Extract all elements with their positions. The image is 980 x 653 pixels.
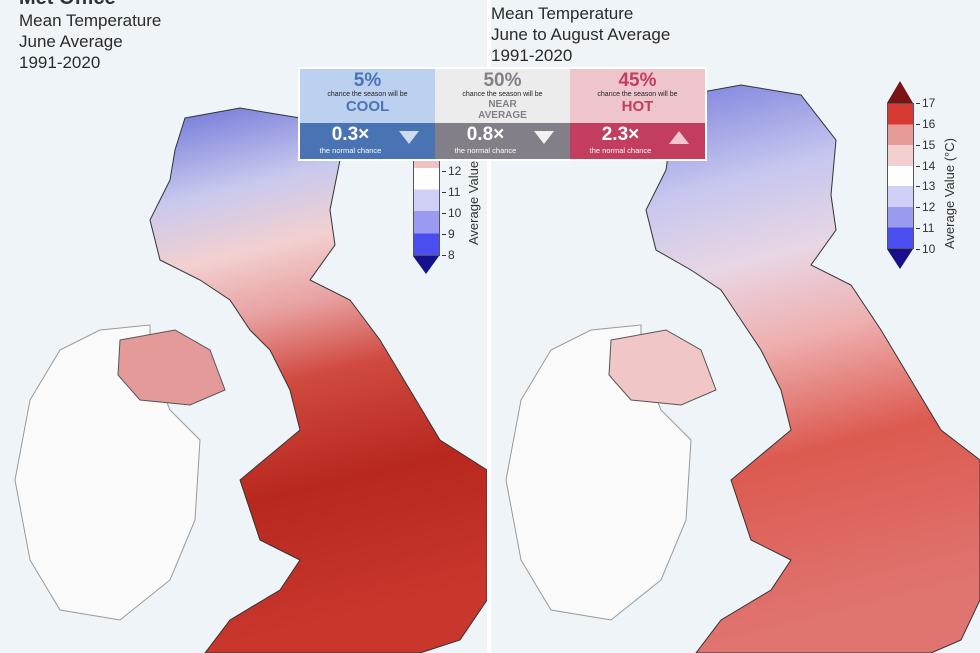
great-britain: [645, 84, 980, 653]
legend-tick: 10: [441, 206, 462, 220]
seasonal-forecast-panel: 5% chance the season will be COOL 0.3× t…: [298, 67, 707, 161]
title-line: June Average: [19, 32, 123, 51]
hot-label: HOT: [621, 98, 654, 115]
june-map-title: Mean Temperature June Average 1991-2020: [19, 10, 161, 73]
summer-map-title: Mean Temperature June to August Average …: [491, 3, 670, 66]
legend-tick: 12: [441, 164, 462, 178]
legend-tick: 11: [915, 221, 935, 235]
cool-multiplier: 0.3×: [331, 124, 370, 145]
near-average-label: NEAR: [488, 99, 517, 110]
forecast-near-average: 50% chance the season will be NEAR AVERA…: [435, 69, 570, 159]
legend-tick: 12: [915, 200, 936, 214]
legend-tick: 9: [442, 227, 455, 241]
legend-tick: 17: [915, 96, 936, 110]
northern-ireland: [608, 329, 717, 406]
title-line: Mean Temperature: [491, 4, 634, 23]
legend-label: Average Value (°C): [942, 138, 957, 249]
legend-tick: 8: [442, 248, 455, 262]
northern-ireland: [117, 329, 226, 406]
chance-text: chance the season will be: [597, 91, 678, 98]
title-line: 1991-2020: [19, 53, 101, 72]
great-britain: [149, 107, 487, 653]
june-temperature-map: [14, 107, 487, 653]
legend-tick: 13: [915, 179, 936, 193]
near-average-probability: 50% chance the season will be NEAR AVERA…: [435, 69, 570, 123]
forecast-hot: 45% chance the season will be HOT 2.3× t…: [570, 69, 705, 159]
down-arrow-icon: [399, 131, 419, 144]
hot-probability: 45% chance the season will be HOT: [570, 69, 705, 123]
up-arrow-icon: [669, 131, 689, 144]
hot-multiplier: 2.3×: [601, 124, 640, 145]
cool-multiplier-box: 0.3× the normal chance: [300, 123, 435, 159]
chance-text: chance the season will be: [462, 91, 543, 98]
chance-text: chance the season will be: [327, 91, 408, 98]
near-average-multiplier: 0.8×: [466, 124, 505, 145]
legend-tick: 15: [915, 138, 936, 152]
near-average-label: AVERAGE: [478, 110, 527, 121]
near-average-percent: 50%: [483, 70, 522, 91]
hot-percent: 45%: [618, 70, 657, 91]
legend-label: Average Value: [466, 160, 481, 245]
normal-chance-text: the normal chance: [319, 146, 382, 155]
hot-multiplier-box: 2.3× the normal chance: [570, 123, 705, 159]
near-average-multiplier-box: 0.8× the normal chance: [435, 123, 570, 159]
down-arrow-icon: [534, 131, 554, 144]
forecast-cool: 5% chance the season will be COOL 0.3× t…: [300, 69, 435, 159]
title-line: June to August Average: [491, 25, 671, 44]
cool-percent: 5%: [353, 70, 382, 91]
summer-map-panel: Mean Temperature June to August Average …: [491, 0, 980, 653]
normal-chance-text: the normal chance: [589, 146, 652, 155]
summer-temperature-map: [505, 84, 980, 653]
cool-label: COOL: [345, 98, 390, 115]
met-office-logo: Met Office: [19, 0, 116, 10]
cool-probability: 5% chance the season will be COOL: [300, 69, 435, 123]
title-line: Mean Temperature: [19, 11, 162, 30]
legend-tick: 11: [441, 185, 461, 199]
legend-tick: 14: [915, 159, 936, 173]
normal-chance-text: the normal chance: [454, 146, 517, 155]
legend-tick: 16: [915, 117, 936, 131]
legend-tick: 10: [915, 242, 936, 256]
title-line: 1991-2020: [491, 46, 573, 65]
